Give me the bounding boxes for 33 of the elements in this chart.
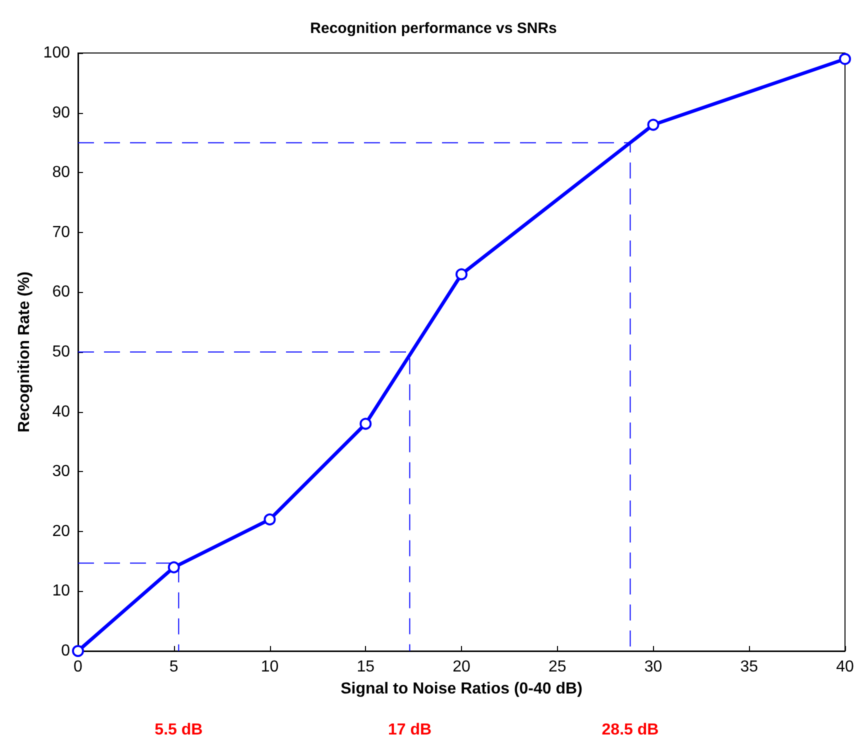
chart-title: Recognition performance vs SNRs [310, 20, 557, 37]
y-tick-label: 90 [52, 104, 70, 122]
x-tick-label: 40 [836, 658, 854, 676]
y-tick-label: 40 [52, 403, 70, 420]
y-tick-label: 70 [52, 224, 70, 241]
y-tick-label: 30 [52, 463, 70, 480]
x-tick-label: 35 [740, 658, 758, 676]
x-tick-label: 30 [644, 658, 662, 676]
point [168, 561, 180, 574]
point [264, 513, 276, 526]
y-tick-label: 80 [52, 164, 70, 182]
x-tick-label: 25 [548, 658, 566, 676]
y-tick-label: 10 [52, 582, 70, 600]
point [360, 418, 372, 430]
x-tick-label: 0 [74, 658, 83, 676]
y-tick-label: 60 [52, 284, 70, 301]
point [72, 645, 84, 657]
y-tick-label: 100 [43, 44, 70, 62]
y-tick-label: 0 [61, 642, 70, 660]
x-tick-label: 20 [452, 658, 470, 676]
x-tick-label: 10 [260, 658, 279, 676]
y-tick-label: 20 [52, 522, 70, 540]
y-axis-title: Recognition Rate (%) [16, 272, 33, 432]
point [839, 52, 851, 65]
text: 5.5 dB [154, 722, 203, 738]
point [456, 268, 468, 280]
y-tick-label: 50 [52, 344, 70, 360]
x-axis-title: Signal to Noise Ratios (0-40 dB) [340, 680, 582, 698]
x-tick-label: 15 [356, 658, 375, 676]
text: 17 dB [388, 722, 432, 738]
text: 28.5 dB [602, 722, 659, 738]
x-tick-label: 5 [169, 658, 178, 676]
point [647, 118, 660, 131]
